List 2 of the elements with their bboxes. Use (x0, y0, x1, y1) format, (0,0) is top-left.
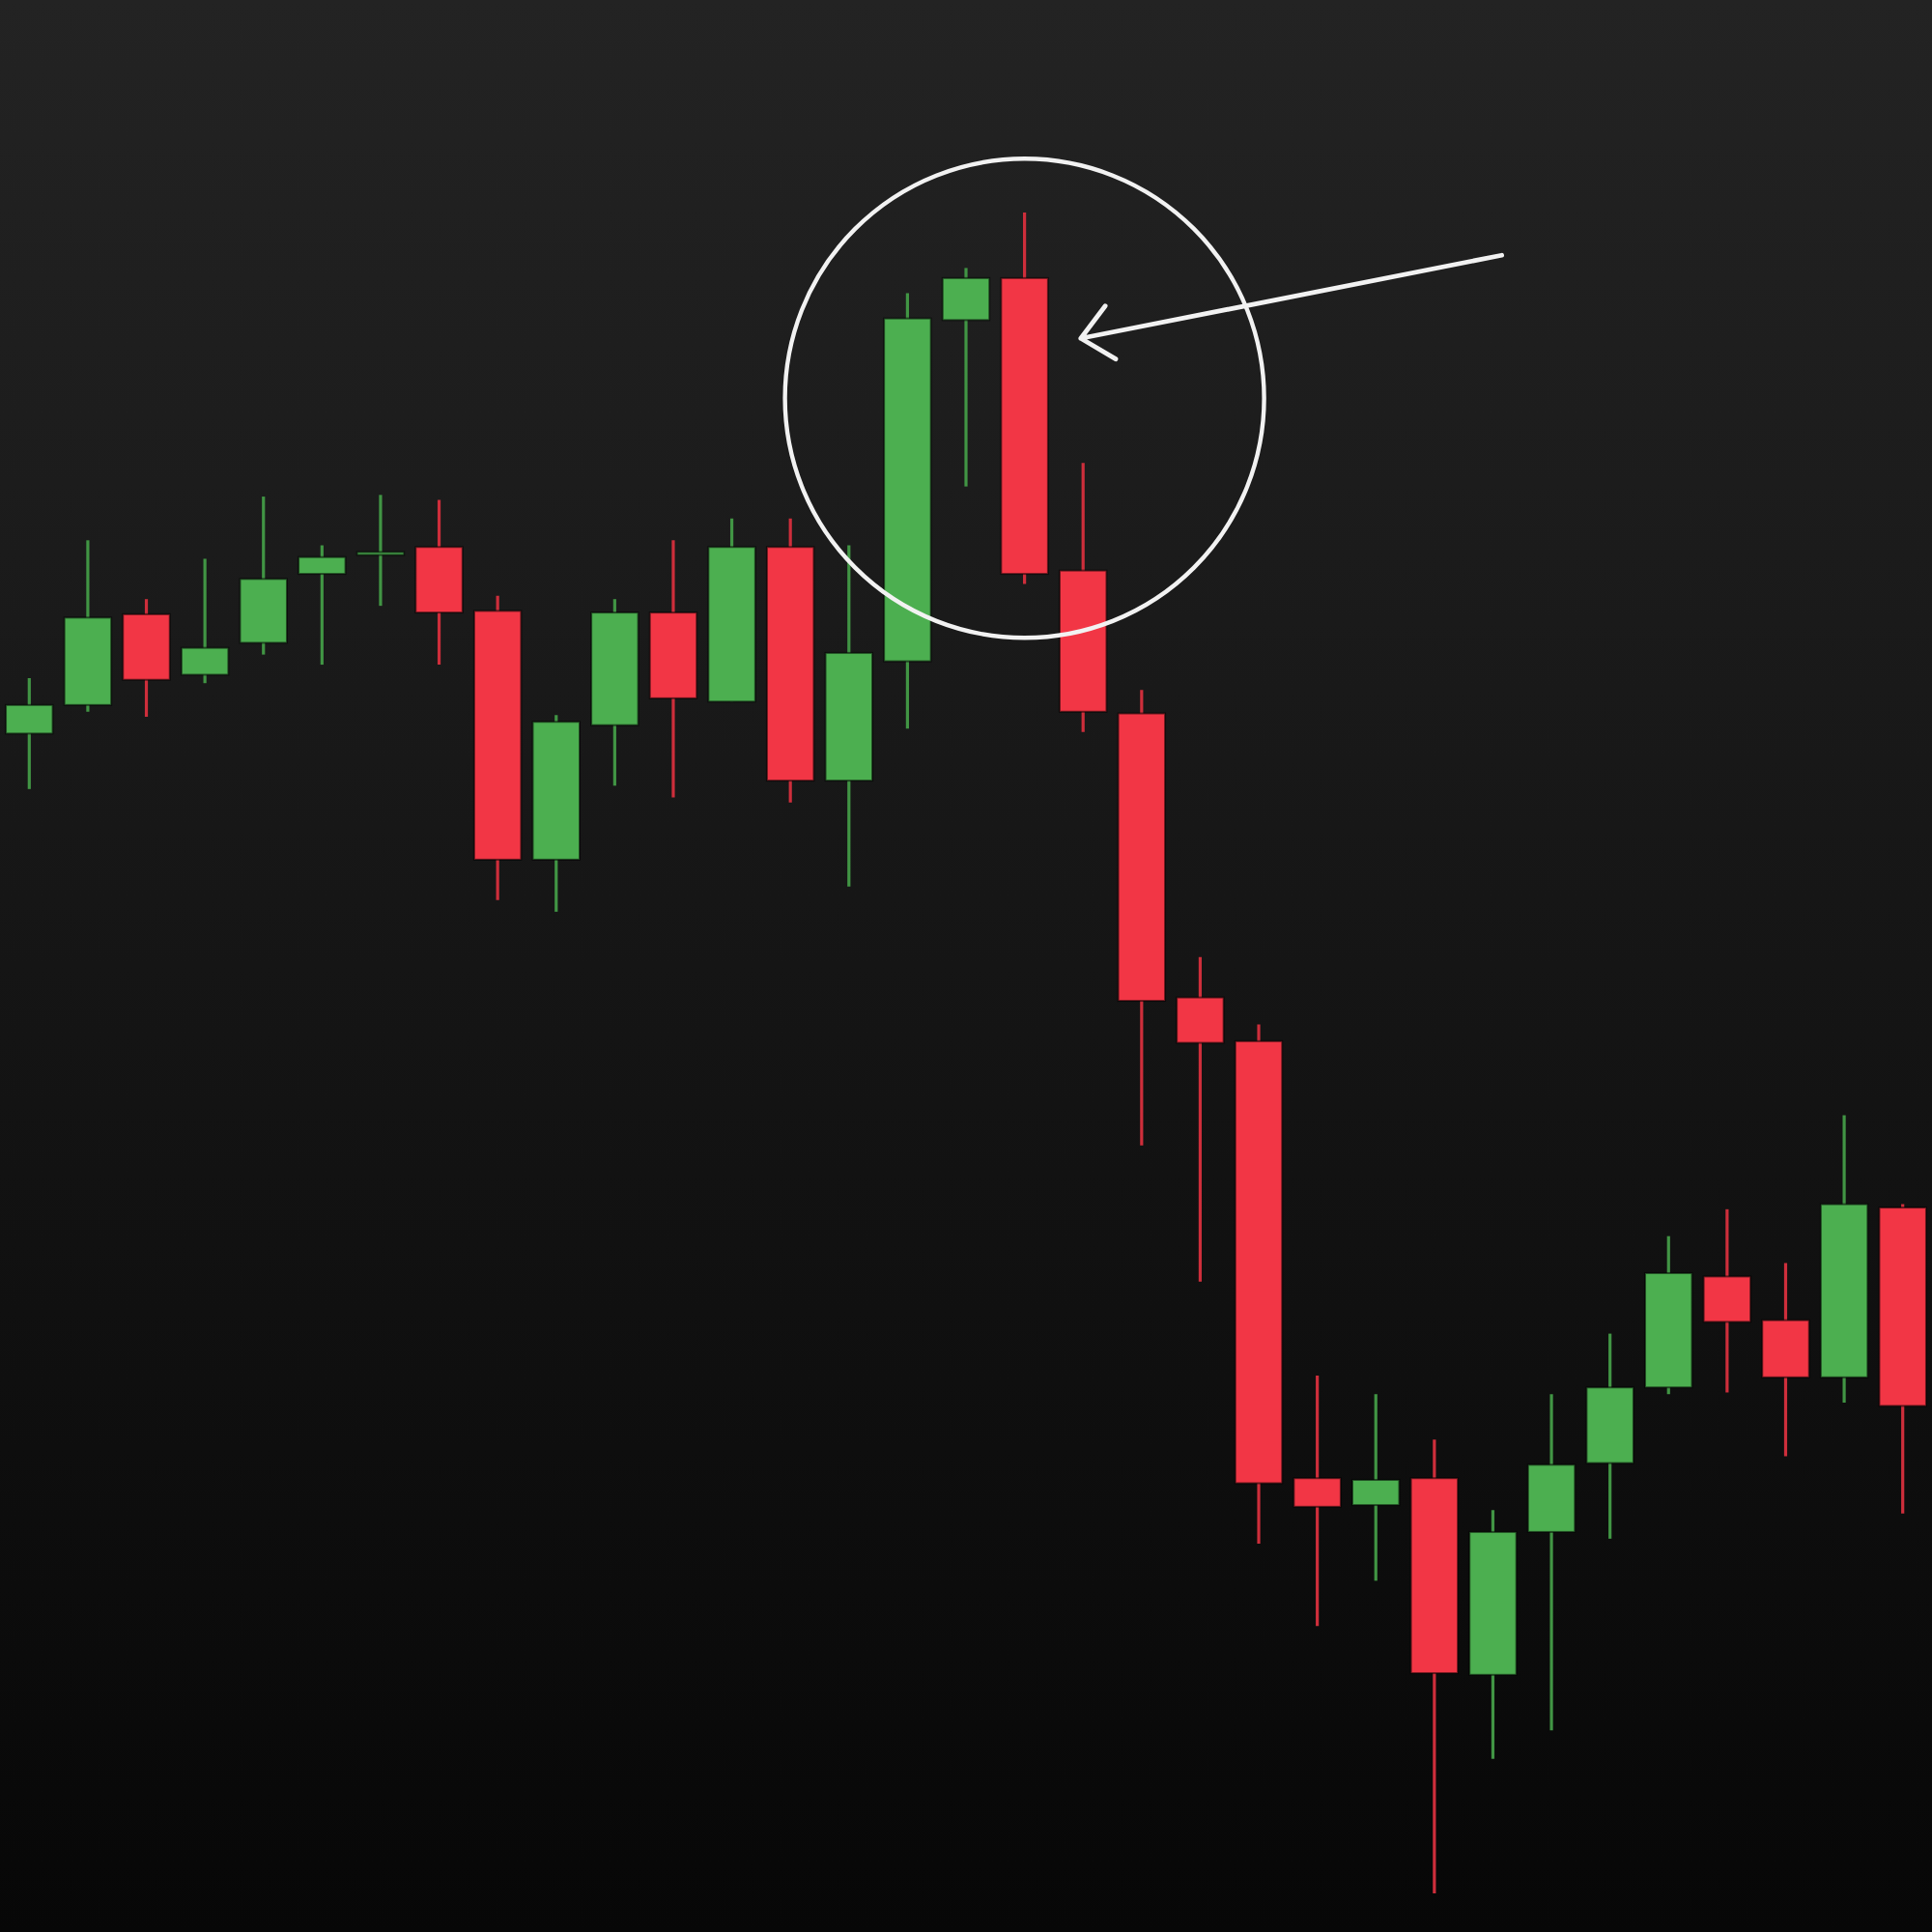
candlestick (355, 493, 406, 608)
candlestick (1293, 1374, 1342, 1628)
